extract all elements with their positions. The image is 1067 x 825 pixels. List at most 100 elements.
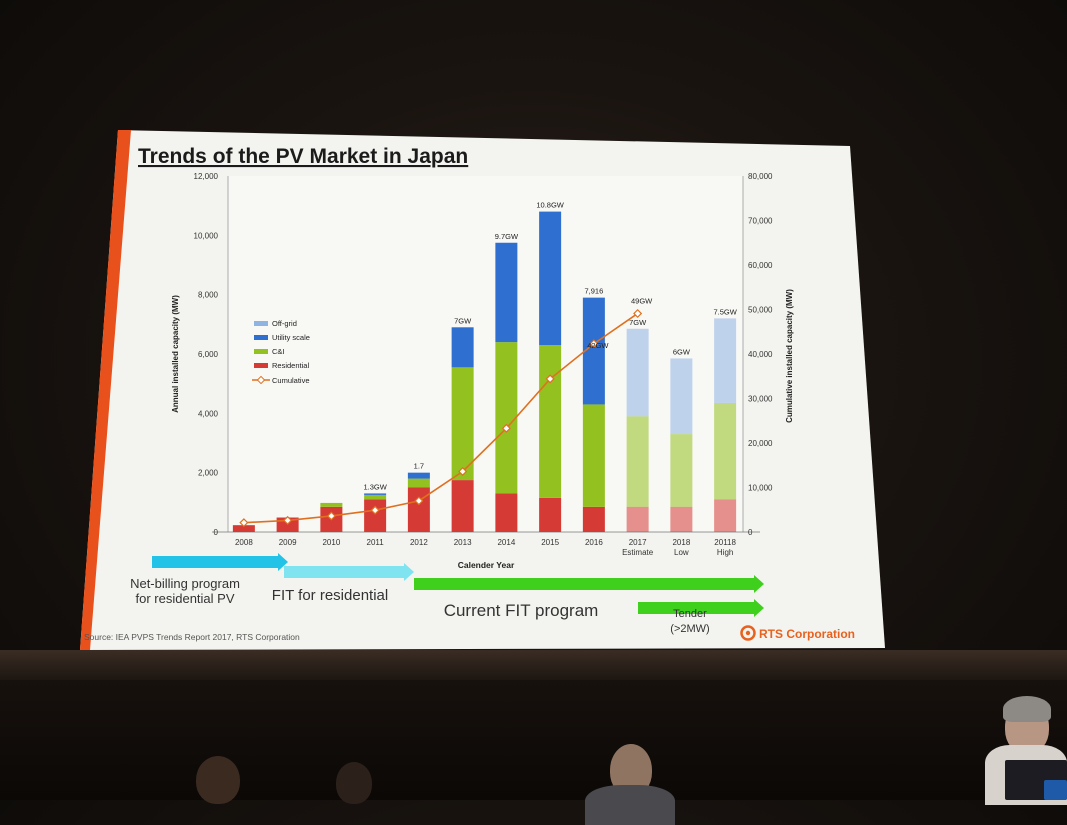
- bar-segment: [451, 327, 474, 368]
- legend-label: Off-grid: [272, 319, 297, 328]
- bar-segment: [407, 478, 430, 488]
- cumulative-line: [243, 312, 639, 524]
- bar-segment: [451, 480, 474, 532]
- rts-logo-icon: [740, 625, 756, 641]
- slide-title: Trends of the PV Market in Japan: [138, 145, 468, 168]
- bar-total-label: 6GW: [673, 347, 691, 356]
- y2-tick-label: 30,000: [748, 395, 773, 404]
- y-tick-label: 8,000: [198, 291, 219, 300]
- program-arrow: [152, 553, 288, 571]
- bar-total-label: 7.5GW: [713, 307, 737, 316]
- projection-screen: Trends of the PV Market in Japan 0 2,000 4…: [0, 130, 1067, 825]
- x-tick-label: High: [717, 548, 733, 557]
- bar-total-label: 7GW: [454, 316, 472, 325]
- y-tick-label: 6,000: [198, 350, 219, 359]
- y-tick-label: 12,000: [194, 172, 219, 181]
- bar-segment: [364, 499, 387, 532]
- bar-total-label: 10.8GW: [536, 201, 564, 210]
- bar-segment: [539, 497, 562, 532]
- cumulative-label: 49GW: [631, 297, 653, 306]
- y2-axis-title: Cumulative installed capacity (MW): [785, 289, 794, 423]
- y2-tick-label: 0: [748, 528, 753, 537]
- bar-total-label: 1.3GW: [363, 482, 387, 491]
- y-tick-label: 4,000: [198, 409, 219, 418]
- bar-segment: [495, 342, 518, 494]
- cumulative-point: [589, 339, 599, 349]
- bar-segment: [626, 416, 649, 507]
- bar-segment: [495, 242, 518, 343]
- cumulative-point: [458, 466, 468, 477]
- x-tick-label: 2013: [454, 538, 472, 547]
- bar-segment: [582, 404, 605, 507]
- plot-area: [228, 176, 743, 532]
- cumulative-label: 42GW: [587, 341, 609, 350]
- legend-swatch: [254, 363, 268, 368]
- y2-tick-label: 50,000: [748, 306, 773, 315]
- x-tick-label: 2009: [279, 538, 297, 547]
- x-tick-label: Low: [674, 548, 689, 557]
- bar-segment: [714, 499, 737, 532]
- bar-segment: [670, 506, 693, 532]
- y2-tick-label: 80,000: [748, 172, 773, 181]
- audience-shoulders-3: [585, 785, 675, 825]
- bar-segment: [232, 525, 255, 532]
- bar-segment: [320, 502, 343, 507]
- x-tick-label: 2011: [367, 538, 385, 547]
- cumulative-point: [239, 518, 249, 528]
- bar-segment: [626, 328, 649, 417]
- program-arrow: [414, 575, 764, 593]
- x-tick-label: 20118: [714, 538, 736, 547]
- bar-segment: [626, 506, 649, 532]
- bar-segment: [451, 367, 474, 481]
- bar-segment: [364, 494, 387, 500]
- bar-segment: [670, 434, 693, 507]
- legend-marker-cumulative: [256, 375, 266, 385]
- audience-head-1: [196, 756, 240, 804]
- cumulative-point: [370, 505, 380, 515]
- bar-segment: [495, 493, 518, 532]
- cumulative-point: [633, 308, 643, 319]
- x-tick-label: 2008: [235, 538, 253, 547]
- x-tick-label: 2015: [541, 538, 559, 547]
- y-tick-label: 2,000: [198, 469, 219, 478]
- y2-tick-label: 60,000: [748, 261, 773, 270]
- legend-swatch: [254, 321, 268, 326]
- bar-segment: [714, 318, 737, 403]
- bar-segment: [407, 487, 430, 532]
- bar-segment: [582, 297, 605, 405]
- x-tick-label: 2016: [585, 538, 603, 547]
- legend-label: Utility scale: [272, 333, 310, 342]
- source-note: Source: IEA PVPS Trends Report 2017, RTS…: [84, 632, 300, 642]
- bar-segment: [539, 211, 562, 346]
- legend-swatch: [254, 349, 268, 354]
- chart: 0 2,000 4,000 6,000 8,000 10,000 12,000 0 10,000…: [171, 172, 794, 570]
- program-label: (>2MW): [670, 623, 709, 635]
- speaker-hair: [1003, 696, 1051, 722]
- bar-segment: [714, 402, 737, 500]
- program-label: FIT for residential: [272, 587, 388, 604]
- cumulative-point: [414, 496, 424, 506]
- program-label: for residential PV: [136, 591, 235, 606]
- rts-logo-text: RTS Corporation: [759, 627, 855, 641]
- legend-swatch: [254, 335, 268, 340]
- x-tick-label: Estimate: [622, 548, 654, 557]
- rts-logo-icon-center: [745, 630, 751, 636]
- y-tick-label: 10,000: [194, 231, 219, 240]
- x-tick-label: 2014: [497, 538, 515, 547]
- audience-head-2: [336, 762, 372, 804]
- x-tick-label: 2012: [410, 538, 428, 547]
- cumulative-point: [283, 515, 293, 525]
- program-arrow: [638, 599, 764, 617]
- bar-total-label: 7GW: [629, 318, 647, 327]
- cumulative-point: [501, 423, 511, 433]
- legend-label: Cumulative: [272, 376, 310, 385]
- slide: Trends of the PV Market in Japan 0 2,000 4…: [80, 130, 885, 650]
- y-axis-title: Annual installed capacity (MW): [171, 295, 180, 413]
- x-tick-label: 2017: [629, 538, 647, 547]
- x-axis-title: Calender Year: [458, 560, 515, 570]
- bar-total-label: 7,916: [584, 287, 603, 296]
- legend-label: Residential: [272, 361, 309, 370]
- program-label: Current FIT program: [444, 601, 599, 620]
- bar-segment: [539, 345, 562, 498]
- accent-bar: [80, 130, 131, 650]
